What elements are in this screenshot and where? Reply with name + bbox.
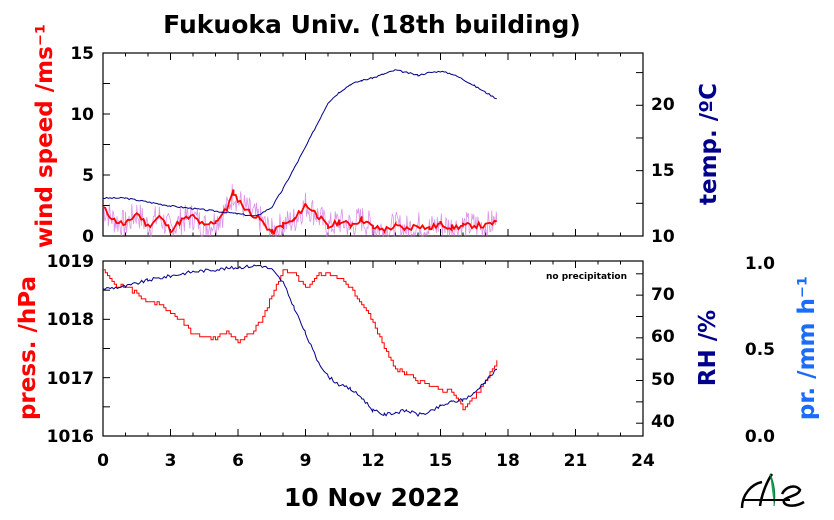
y-tick-wind-10: 10 (70, 105, 94, 125)
x-tick-12: 12 (361, 451, 385, 471)
x-tick-9: 9 (300, 451, 312, 471)
y-tick-temp-10: 10 (651, 227, 675, 247)
x-tick-3: 3 (165, 451, 177, 471)
y-axis-label-wind: wind speed /ms⁻¹ (32, 24, 58, 248)
y-axis-label-temp: temp. /ºC (696, 83, 722, 205)
x-tick-21: 21 (564, 451, 588, 471)
pressure-line (103, 269, 498, 411)
y-tick-rh-50: 50 (651, 370, 675, 390)
x-tick-18: 18 (496, 451, 520, 471)
wind-speed-raw-line (102, 184, 498, 238)
y-tick-precip-0.5: 0.5 (745, 340, 775, 360)
y-tick-temp-15: 15 (651, 161, 675, 181)
logo-icon (740, 473, 805, 509)
y-tick-rh-60: 60 (651, 327, 675, 347)
y-tick-press-1016: 1016 (47, 427, 94, 447)
precipitation-note: no precipitation (546, 272, 627, 282)
top-panel-frame (102, 52, 644, 237)
top-panel-ticks (102, 52, 644, 237)
y-tick-wind-5: 5 (82, 166, 94, 186)
bottom-panel-series (102, 264, 498, 417)
temperature-line (102, 69, 497, 217)
top-panel-series (102, 69, 498, 238)
y-axis-label-rh: RH /% (695, 310, 721, 386)
wind-speed-line (102, 189, 497, 236)
y-axis-label-press: press. /hPa (15, 276, 41, 420)
chart-title: Fukuoka Univ. (18th building) (163, 10, 581, 39)
x-tick-0: 0 (97, 451, 109, 471)
y-tick-temp-20: 20 (651, 95, 675, 115)
date-label: 10 Nov 2022 (284, 483, 460, 512)
x-tick-24: 24 (631, 451, 655, 471)
y-tick-press-1018: 1018 (47, 310, 94, 330)
x-tick-6: 6 (232, 451, 244, 471)
y-tick-wind-0: 0 (82, 227, 94, 247)
y-tick-rh-40: 40 (651, 412, 675, 432)
y-tick-rh-70: 70 (651, 285, 675, 305)
y-tick-precip-0.0: 0.0 (745, 427, 775, 447)
y-tick-press-1019: 1019 (47, 252, 94, 272)
bottom-panel-ticks (102, 260, 644, 437)
humidity-line (102, 264, 498, 417)
y-tick-wind-15: 15 (70, 44, 94, 64)
y-axis-label-precip: pr. /mm h⁻¹ (794, 276, 820, 420)
y-tick-precip-1.0: 1.0 (745, 254, 775, 274)
x-tick-15: 15 (429, 451, 453, 471)
y-tick-press-1017: 1017 (47, 369, 94, 389)
